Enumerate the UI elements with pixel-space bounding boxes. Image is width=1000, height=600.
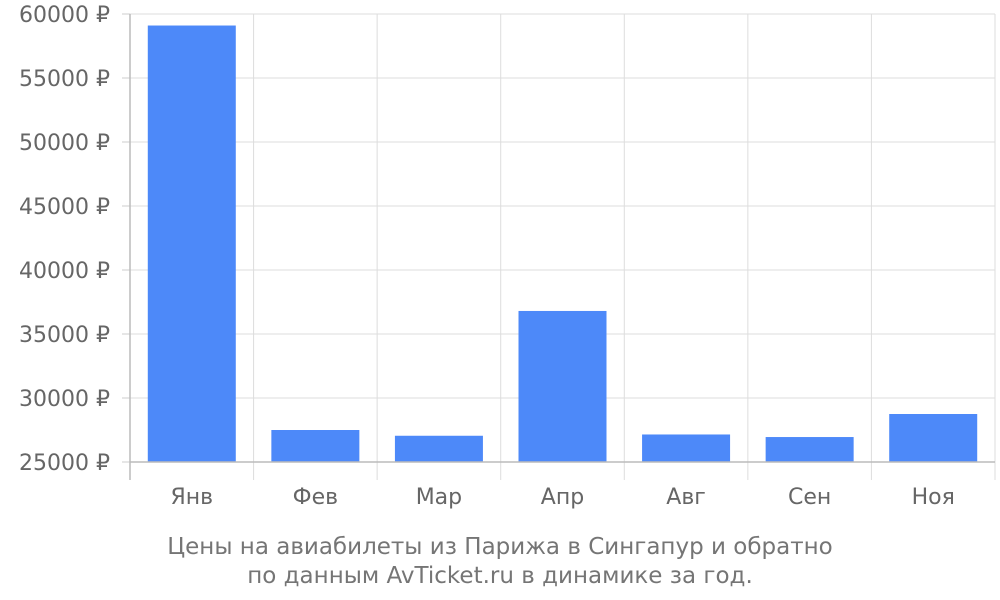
y-tick-label: 55000 ₽ [19,67,110,92]
bar-Янв [147,25,236,463]
y-tick-label: 45000 ₽ [19,195,110,220]
grid-lines [130,13,996,480]
y-tick-label: 50000 ₽ [19,131,110,156]
y-tick-label: 40000 ₽ [19,259,110,284]
x-axis-tick-labels: Янв Фев Мар Апр Авг Сен Ноя [170,485,954,510]
x-tick-label: Мар [416,485,462,510]
bar-Фев [271,430,360,462]
chart-caption-line-2: по данным AvTicket.ru в динамике за год. [247,563,753,589]
y-axis-tick-labels: 25000 ₽ 30000 ₽ 35000 ₽ 40000 ₽ 45000 ₽ 50000… [19,3,110,476]
x-tick-label: Авг [666,485,706,510]
x-tick-label: Сен [788,485,831,510]
bar-Сен [765,437,854,462]
chart-caption-line-1: Цены на авиабилеты из Парижа в Сингапур … [167,534,833,560]
y-tick-label: 25000 ₽ [19,451,110,476]
x-tick-label: Фев [293,485,338,510]
y-tick-label: 35000 ₽ [19,323,110,348]
bar-Ноя [889,414,978,462]
bar-Мар [394,435,483,462]
x-tick-label: Апр [541,485,584,510]
x-tick-label: Янв [170,485,213,510]
axes [122,13,995,480]
y-tick-label: 30000 ₽ [19,387,110,412]
bar-Апр [518,310,607,462]
y-tick-label: 60000 ₽ [19,3,110,28]
bars-group [147,25,978,463]
bar-Авг [642,434,731,462]
x-tick-label: Ноя [912,485,955,510]
